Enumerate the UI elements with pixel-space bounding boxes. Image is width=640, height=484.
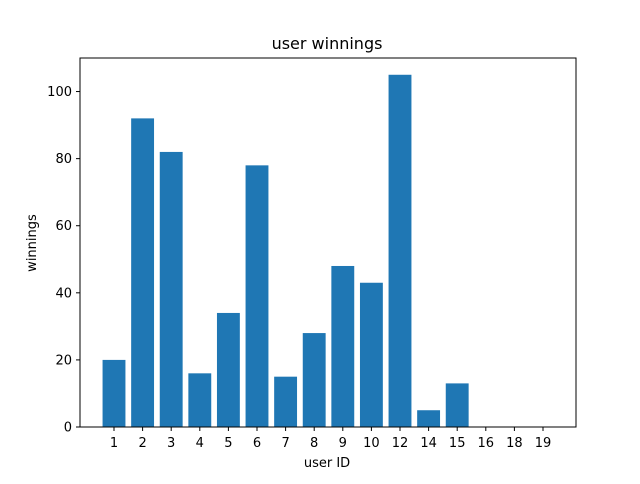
bar-7 [274,376,298,427]
y-tick-label: 20 [55,353,72,368]
bar-14 [417,410,441,427]
y-tick-label: 0 [64,421,72,436]
bar-10 [359,282,383,427]
bar-2 [131,118,155,427]
bar-4 [188,373,212,427]
x-tick-label: 1 [110,436,118,451]
bar-6 [245,165,269,427]
x-tick-label: 16 [478,436,495,451]
x-tick-label: 10 [363,436,380,451]
x-tick-label: 3 [167,436,175,451]
x-tick-label: 18 [506,436,523,451]
x-tick-label: 15 [449,436,466,451]
x-tick-label: 2 [138,436,146,451]
y-tick-label: 60 [55,219,72,234]
chart-title: user winnings [272,34,383,53]
bar-9 [331,265,355,427]
x-tick-label: 9 [339,436,347,451]
x-tick-label: 14 [420,436,437,451]
bar-5 [216,312,240,427]
bar-1 [102,359,126,427]
x-tick-label: 5 [224,436,232,451]
y-tick-label: 80 [55,152,72,167]
bar-12 [388,74,412,428]
x-tick-label: 7 [281,436,289,451]
x-tick-label: 19 [535,436,552,451]
x-axis-label: user ID [304,456,350,471]
bar-8 [302,333,326,427]
plot-frame [79,57,577,428]
y-axis-label: winnings [25,214,40,272]
x-tick-label: 12 [392,436,409,451]
bar-3 [159,151,183,427]
y-tick-label: 100 [47,85,72,100]
x-tick-label: 8 [310,436,318,451]
y-tick-label: 40 [55,286,72,301]
bar-15 [445,383,469,427]
x-tick-label: 6 [253,436,261,451]
x-tick-label: 4 [196,436,204,451]
